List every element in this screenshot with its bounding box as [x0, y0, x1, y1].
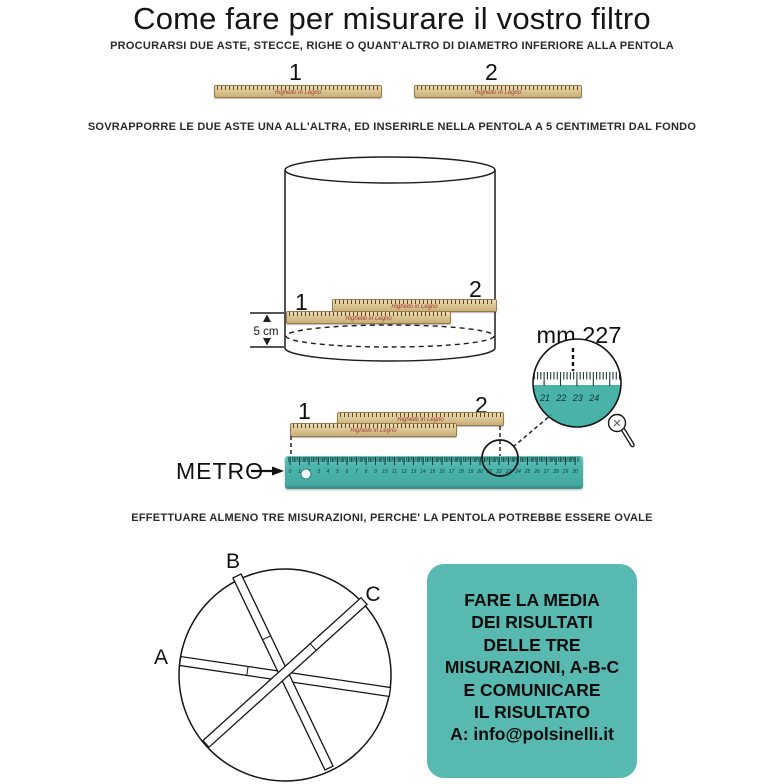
ruler-brand-text: Righello in Legno [474, 90, 522, 96]
metro-label: METRO [176, 458, 265, 484]
result-line: A: info@polsinelli.it [450, 724, 614, 745]
svg-text:0: 0 [289, 469, 292, 475]
ruler-tick-marks [340, 413, 501, 417]
svg-text:12: 12 [401, 469, 407, 475]
pot-diagram: 5 cm [250, 156, 496, 362]
bar-b-label: B [226, 550, 240, 573]
intro-ruler1-label: 1 [289, 59, 302, 85]
bar-a-label: A [154, 646, 168, 669]
svg-text:26: 26 [533, 469, 540, 475]
step3-text: EFFETTUARE ALMENO TRE MISURAZIONI, PERCH… [131, 512, 653, 524]
svg-text:19: 19 [468, 469, 474, 475]
metro-arrow-head-icon [272, 466, 284, 476]
svg-text:29: 29 [562, 469, 569, 475]
arrow-down-icon [263, 338, 271, 346]
step2-text: SOVRAPPORRE LE DUE ASTE UNA ALL'ALTRA, E… [87, 121, 697, 133]
pot-rim [284, 156, 496, 184]
ruler-tick-marks [289, 312, 448, 316]
svg-text:13: 13 [411, 469, 417, 475]
svg-text:4: 4 [327, 469, 330, 475]
pot-inner-bottom-dashed [285, 324, 495, 348]
svg-text:9: 9 [374, 469, 377, 475]
result-line: MISURAZIONI, A-B-C [444, 657, 620, 678]
tape-measure: 0123456789101112131415161718192021222324… [285, 456, 583, 489]
pot-bottom-edge [284, 347, 496, 362]
arrow-up-icon [263, 314, 271, 322]
result-line: DEI RISULTATI [471, 612, 593, 633]
svg-text:16: 16 [439, 469, 445, 475]
wooden-ruler-1: Righello in Legno [214, 85, 382, 98]
metro-ruler1-label: 1 [298, 398, 311, 424]
pot-wooden-ruler-1: Righello in Legno [286, 311, 451, 324]
svg-text:6: 6 [346, 469, 349, 475]
result-instructions-box: FARE LA MEDIA DEI RISULTATI DELLE TRE MI… [427, 564, 637, 778]
step1-text: PROCURARSI DUE ASTE, STECCE, RIGHE O QUA… [110, 40, 674, 52]
metro-wooden-ruler-1: Righello in Legno [290, 423, 457, 437]
result-line: E COMUNICARE [463, 679, 601, 700]
tape-measure-hole-layer [300, 468, 312, 480]
svg-text:20: 20 [476, 469, 483, 475]
intro-ruler2-label: 2 [485, 59, 498, 85]
pot-ruler1-label: 1 [295, 289, 308, 315]
svg-text:14: 14 [420, 469, 426, 475]
svg-text:11: 11 [392, 469, 397, 475]
ruler-tick-marks [217, 86, 379, 90]
svg-text:7: 7 [355, 469, 358, 475]
ruler-brand-text: Righello in Legno [391, 304, 438, 310]
bar-c-label: C [365, 583, 380, 606]
mag-tick-23: 23 [572, 393, 583, 403]
pot-ruler2-label: 2 [469, 276, 482, 302]
svg-text:10: 10 [382, 469, 388, 475]
svg-text:28: 28 [552, 469, 559, 475]
hang-hole [300, 468, 312, 480]
ruler-brand-text: Righello in Legno [274, 90, 322, 96]
magnifying-glass-icon [607, 413, 635, 448]
depth-label: 5 cm [254, 326, 279, 338]
ruler-brand-text: Righello in Legno [345, 316, 392, 322]
result-line: IL RISULTATO [473, 702, 590, 723]
oval-check-diagram: A B C [154, 550, 392, 782]
mag-tick-21: 21 [539, 393, 550, 403]
ruler-tick-marks [417, 86, 579, 90]
ruler-brand-text: Righello in Legno [397, 417, 444, 423]
svg-text:18: 18 [458, 469, 464, 475]
svg-text:15: 15 [430, 469, 436, 475]
mag-tick-24: 24 [588, 393, 599, 403]
ruler-brand-text: Righello in Legno [350, 428, 397, 434]
page-title: Come fare per misurare il vostro filtro [133, 1, 651, 36]
svg-text:8: 8 [365, 469, 368, 475]
result-line: FARE LA MEDIA [464, 590, 600, 610]
ruler-tick-marks [293, 424, 454, 428]
result-line: DELLE TRE [483, 634, 581, 655]
svg-text:17: 17 [449, 469, 455, 475]
measurement-bar-c [202, 596, 368, 749]
svg-text:1: 1 [298, 469, 301, 475]
wooden-ruler-2: Righello in Legno [414, 85, 582, 98]
magnified-reading: mm 227 21 22 23 24 [532, 322, 635, 448]
svg-text:27: 27 [543, 469, 550, 475]
magnifier-outline [532, 338, 622, 428]
svg-text:5: 5 [336, 469, 339, 475]
ruler-tick-marks [335, 300, 494, 304]
mag-tick-22: 22 [555, 393, 566, 403]
svg-text:30: 30 [572, 469, 578, 475]
svg-text:3: 3 [317, 469, 320, 475]
svg-text:25: 25 [524, 469, 531, 475]
metro-ruler2-label: 2 [475, 392, 488, 418]
